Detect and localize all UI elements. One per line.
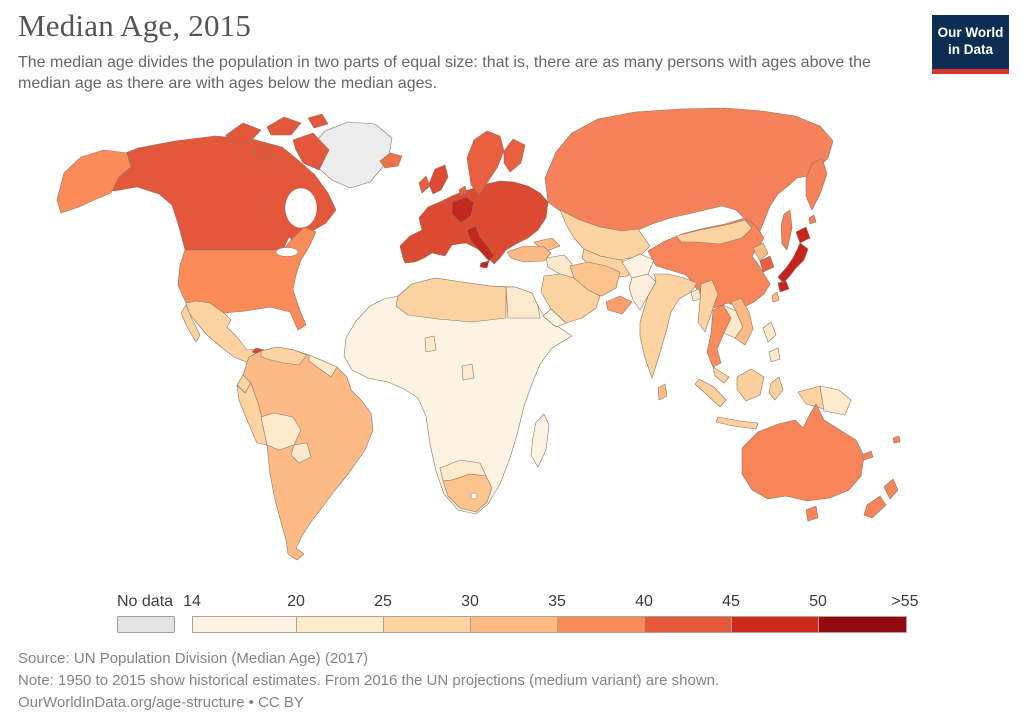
region-germany[interactable] [451, 196, 475, 224]
region-central-asia[interactable] [581, 248, 635, 279]
legend-tick-label: 14 [183, 593, 201, 610]
region-myanmar[interactable] [697, 279, 719, 333]
legend-tick-label: 35 [548, 593, 566, 610]
legend-tick-label: 20 [287, 593, 305, 610]
page-title: Median Age, 2015 [18, 8, 252, 43]
region-philippines-mindanao[interactable] [768, 347, 781, 363]
region-south-africa[interactable] [442, 473, 493, 513]
region-turkey[interactable] [506, 245, 552, 263]
legend-bin-45-50[interactable] [731, 616, 820, 633]
region-united-kingdom[interactable] [428, 164, 449, 195]
region-iceland[interactable] [379, 152, 403, 169]
legend-tick-label: 30 [461, 593, 479, 610]
owid-logo[interactable]: Our World in Data [932, 15, 1009, 74]
legend-no-data-label: No data [117, 593, 174, 610]
region-new-zealand-north[interactable] [883, 478, 899, 500]
region-ireland[interactable] [418, 175, 431, 194]
region-australia[interactable] [741, 403, 865, 502]
owid-logo-line1: Our World [937, 25, 1004, 41]
region-finland[interactable] [503, 138, 526, 173]
legend-bin-20-25[interactable] [296, 616, 385, 633]
region-java[interactable] [715, 416, 759, 430]
region-bolivia[interactable] [260, 412, 302, 451]
legend-bin-50->55[interactable] [818, 616, 907, 633]
chart-subtitle: The median age divides the population in… [18, 54, 871, 93]
region-guyanas[interactable] [308, 354, 338, 378]
map-legend: No data 14 20 25 30 35 40 45 50 >55 [0, 590, 1024, 642]
region-italy[interactable] [466, 225, 495, 262]
region-sri-lanka[interactable] [657, 383, 668, 401]
world-map [0, 106, 1024, 586]
region-baja-california[interactable] [180, 304, 201, 343]
region-arctic-islands[interactable] [225, 113, 330, 171]
legend-tick-label: 45 [722, 593, 740, 610]
region-gabon[interactable] [461, 363, 475, 381]
region-pakistan[interactable] [628, 273, 657, 311]
region-canada[interactable] [93, 135, 337, 251]
great-lakes [275, 247, 299, 257]
region-sakhalin[interactable] [780, 209, 793, 251]
region-mongolia[interactable] [675, 219, 753, 245]
lesotho [470, 492, 478, 500]
region-sumatra[interactable] [694, 378, 727, 408]
legend-tick-label: >55 [891, 593, 919, 610]
legend-tick-label: 40 [635, 593, 653, 610]
legend-bin-40-45[interactable] [644, 616, 733, 633]
legend-tick-label: 50 [809, 593, 827, 610]
legend-bin-30-35[interactable] [470, 616, 559, 633]
region-tasmania[interactable] [805, 505, 819, 522]
region-afghanistan[interactable] [621, 253, 655, 279]
region-south-korea[interactable] [759, 255, 775, 273]
note-line: Note: 1950 to 2015 show historical estim… [18, 671, 720, 689]
region-west-new-guinea[interactable] [797, 385, 825, 410]
owid-logo-line2: in Data [947, 42, 993, 57]
region-europe[interactable] [399, 180, 549, 265]
region-scandinavia[interactable] [466, 130, 505, 196]
region-egypt[interactable] [505, 286, 541, 319]
region-paraguay[interactable] [290, 442, 312, 464]
legend-tick-label: 25 [374, 593, 392, 610]
legend-bin-14-20[interactable] [192, 616, 298, 633]
legend-bin-25-30[interactable] [383, 616, 472, 633]
legend-no-data-swatch[interactable] [117, 616, 175, 633]
region-taiwan[interactable] [771, 291, 780, 303]
region-sicily[interactable] [479, 260, 490, 269]
region-madagascar[interactable] [530, 413, 550, 468]
region-fiji[interactable] [892, 435, 901, 444]
region-alaska[interactable] [56, 149, 132, 214]
region-north-korea[interactable] [752, 242, 769, 262]
region-philippines-luzon[interactable] [762, 321, 777, 343]
region-new-caledonia[interactable] [861, 450, 874, 461]
region-malaysia[interactable] [712, 366, 730, 384]
region-saudi-arabia[interactable] [540, 273, 601, 324]
region-borneo[interactable] [736, 368, 765, 402]
region-denmark[interactable] [458, 185, 468, 197]
hudson-bay [284, 187, 318, 229]
region-papua-new-guinea[interactable] [819, 385, 852, 416]
region-ghana[interactable] [424, 335, 437, 353]
region-sulawesi[interactable] [768, 376, 784, 401]
region-japan[interactable] [777, 226, 811, 293]
region-venezuela[interactable] [260, 346, 308, 366]
region-uae-oman[interactable] [605, 295, 633, 315]
choropleth-svg [56, 107, 901, 561]
region-new-zealand-south[interactable] [863, 495, 887, 519]
source-line: Source: UN Population Division (Median A… [18, 650, 369, 667]
region-vietnam[interactable] [730, 297, 754, 346]
region-kuril-islands[interactable] [808, 214, 817, 225]
region-kamchatka[interactable] [805, 157, 828, 211]
region-bangladesh[interactable] [690, 288, 702, 302]
legend-bin-35-40[interactable] [557, 616, 646, 633]
legend-color-scale: 14 20 25 30 35 40 45 50 >55 [183, 590, 919, 636]
region-north-africa[interactable] [395, 277, 507, 323]
region-yemen[interactable] [542, 308, 567, 328]
region-greenland[interactable] [311, 121, 393, 189]
url-line[interactable]: OurWorldInData.org/age-structure • CC BY [18, 693, 304, 711]
chart-footer: Source: UN Population Division (Median A… [18, 648, 719, 713]
region-india[interactable] [639, 273, 698, 379]
